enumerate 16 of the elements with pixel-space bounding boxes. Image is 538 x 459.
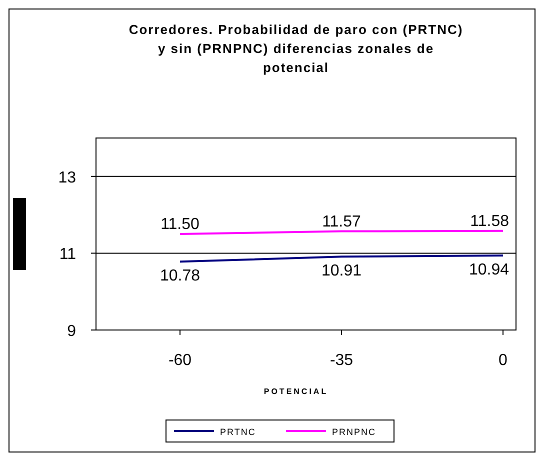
chart-title: Corredores. Probabilidad de paro con (PRTNC) y sin (PRNPNC) diferencias zonales de potencial	[128, 22, 464, 75]
x-tick-label: -60	[168, 352, 192, 369]
text: 10.91	[321, 262, 362, 280]
text: 11.50	[160, 216, 200, 233]
x-tick-label: 0	[498, 352, 508, 369]
text: 10.94	[468, 262, 509, 279]
legend-label: PRNPNC	[332, 427, 376, 437]
y-tick-label: 13	[58, 169, 76, 186]
y-tick-label: 9	[67, 323, 76, 340]
y-tick-label: 11	[59, 246, 76, 264]
legend-label: PRTNC	[220, 427, 256, 437]
text: 10.78	[160, 268, 200, 285]
x-tick-label: -35	[330, 352, 354, 369]
text: 11.58	[470, 212, 509, 230]
text: 11.57	[322, 213, 361, 230]
x-axis-title: POTENCIAL	[264, 387, 328, 396]
